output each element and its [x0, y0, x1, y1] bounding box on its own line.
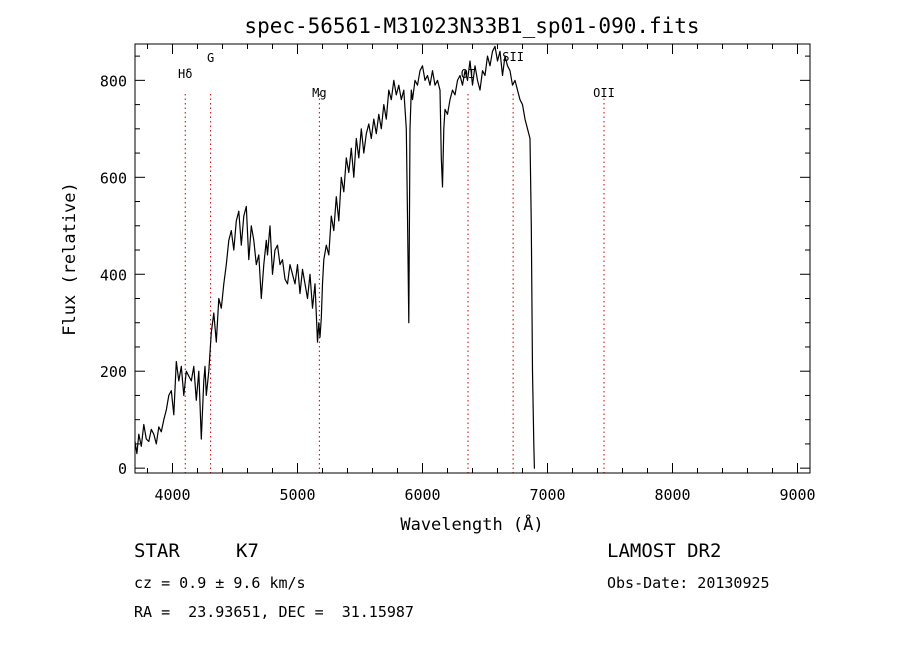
chart-title: spec-56561-M31023N33B1_sp01-090.fits: [244, 14, 699, 38]
marker-label: SII: [502, 50, 524, 64]
x-tick-label: 9000: [779, 486, 815, 504]
y-tick-label: 400: [100, 266, 127, 284]
plot-frame: [134, 43, 811, 474]
x-tick-label: 8000: [654, 486, 690, 504]
marker-label: OII: [593, 86, 615, 100]
spectrum-line: [134, 45, 536, 469]
x-tick-label: 7000: [529, 486, 565, 504]
y-tick-label: 0: [118, 460, 127, 478]
survey-name: LAMOST DR2: [607, 540, 722, 562]
x-axis-label: Wavelength (Å): [400, 513, 543, 535]
x-tick-label: 4000: [154, 486, 190, 504]
redshift-velocity: cz = 0.9 ± 9.6 km/s: [134, 574, 306, 592]
marker-label: G: [207, 51, 214, 65]
axes: 4000 5000 6000 7000 8000 9000 0 200 400 600 800: [100, 43, 816, 504]
x-tick-label: 6000: [404, 486, 440, 504]
coordinates: RA = 23.93651, DEC = 31.15987: [134, 603, 414, 621]
y-tick-label: 800: [100, 72, 127, 90]
marker-label: Hδ: [178, 67, 192, 81]
x-tick-label: 5000: [279, 486, 315, 504]
observation-date: Obs-Date: 20130925: [607, 574, 770, 592]
y-tick-label: 600: [100, 169, 127, 187]
object-class: STAR: [134, 540, 180, 562]
object-subclass: K7: [236, 540, 259, 562]
y-tick-label: 200: [100, 363, 127, 381]
y-axis-label: Flux (relative): [60, 182, 80, 336]
marker-label: Mg: [312, 86, 326, 100]
plot-area: [134, 45, 536, 469]
